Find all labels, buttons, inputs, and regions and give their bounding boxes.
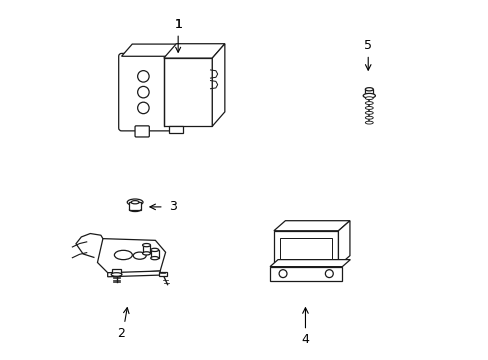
Ellipse shape	[365, 102, 372, 104]
Text: 1: 1	[174, 18, 182, 52]
Circle shape	[325, 270, 333, 278]
Ellipse shape	[150, 257, 158, 260]
Ellipse shape	[142, 252, 150, 255]
Circle shape	[137, 71, 149, 82]
Polygon shape	[163, 44, 224, 58]
Text: 1: 1	[174, 18, 182, 31]
Polygon shape	[212, 44, 224, 126]
Polygon shape	[97, 239, 165, 273]
Text: 5: 5	[364, 39, 371, 52]
Bar	[158, 272, 166, 276]
Circle shape	[279, 270, 286, 278]
Polygon shape	[107, 271, 160, 277]
Ellipse shape	[127, 199, 142, 206]
Ellipse shape	[365, 121, 372, 124]
Bar	[168, 126, 183, 133]
Circle shape	[137, 102, 149, 114]
FancyBboxPatch shape	[119, 53, 173, 131]
Bar	[273, 231, 338, 266]
Ellipse shape	[365, 107, 372, 109]
Text: 3: 3	[168, 201, 176, 213]
Ellipse shape	[150, 248, 158, 252]
Bar	[142, 245, 150, 253]
FancyBboxPatch shape	[135, 126, 149, 137]
Bar	[129, 202, 141, 210]
Polygon shape	[273, 221, 349, 231]
Bar	[365, 89, 372, 96]
Circle shape	[137, 86, 149, 98]
Polygon shape	[269, 260, 349, 267]
Polygon shape	[338, 221, 349, 266]
Bar	[269, 267, 342, 281]
Bar	[280, 238, 331, 259]
Ellipse shape	[365, 97, 372, 100]
Bar	[112, 270, 121, 274]
Ellipse shape	[131, 201, 139, 204]
Bar	[150, 249, 158, 258]
Ellipse shape	[365, 116, 372, 119]
Ellipse shape	[363, 93, 375, 98]
Text: 2: 2	[117, 327, 124, 339]
Text: 4: 4	[301, 333, 309, 346]
Ellipse shape	[114, 250, 132, 260]
Ellipse shape	[133, 252, 146, 259]
Ellipse shape	[111, 273, 122, 276]
Ellipse shape	[365, 87, 372, 91]
Bar	[163, 58, 212, 126]
Ellipse shape	[365, 111, 372, 114]
Polygon shape	[122, 44, 181, 56]
Ellipse shape	[142, 243, 150, 247]
